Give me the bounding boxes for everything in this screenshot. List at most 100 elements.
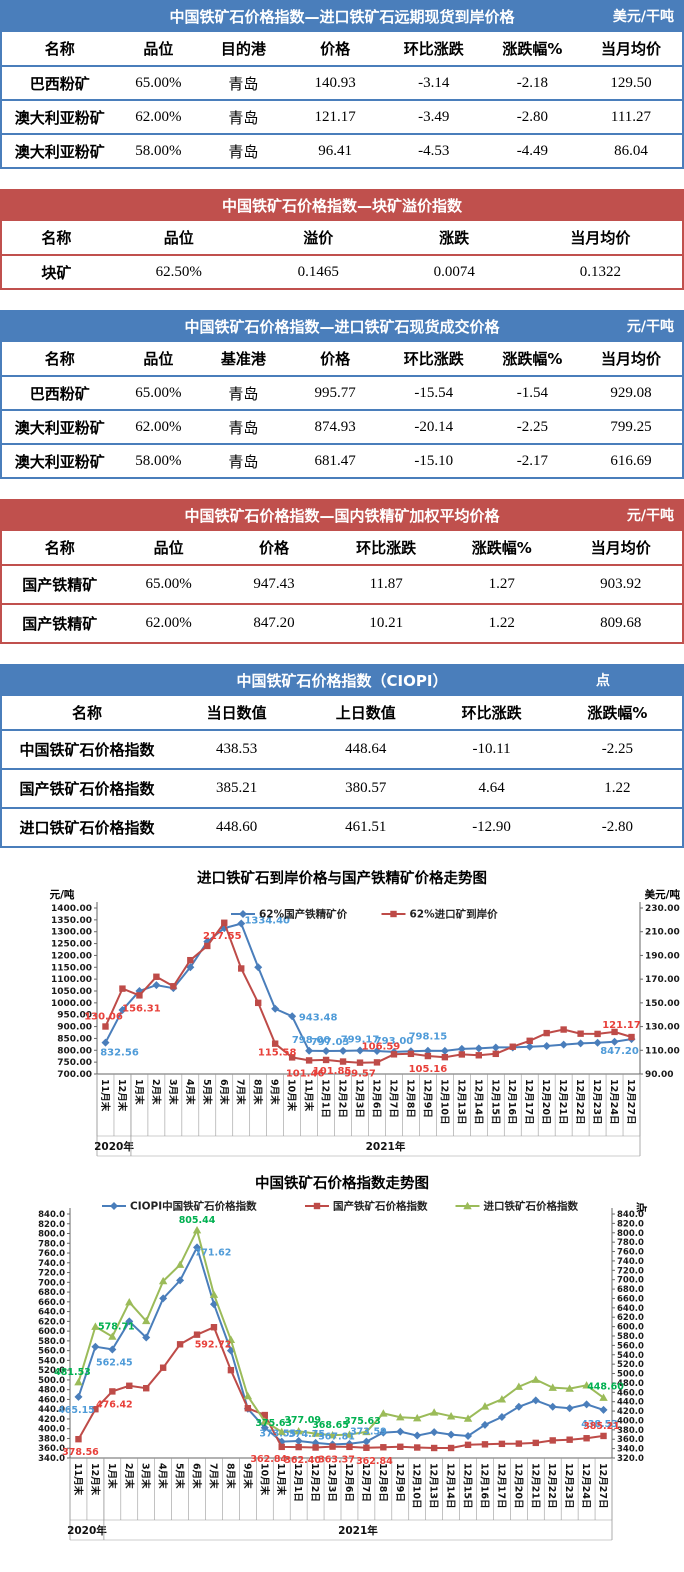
marker xyxy=(305,1057,313,1064)
table-row: 澳大利亚粉矿 58.00% 青岛 96.41 -4.53 -4.49 86.04 xyxy=(2,133,682,167)
value-cell: 121.17 xyxy=(287,99,383,134)
x-label: 12月15日 xyxy=(462,1463,473,1508)
right-tick-label: 360.0 xyxy=(617,1435,644,1445)
value-cell: 58.00% xyxy=(117,443,200,477)
data-label: 362.40 xyxy=(284,1455,321,1466)
left-tick-label: 1100.00 xyxy=(51,975,92,985)
value-cell: 0.0074 xyxy=(389,254,519,288)
value-cell: 847.20 xyxy=(219,603,329,642)
data-label: 375.63 xyxy=(255,1418,292,1429)
x-label: 12月22日 xyxy=(546,1463,557,1508)
table-import-spot: 中国铁矿石价格指数—进口铁矿石现货成交价格 元/干吨 名称 品位 基准港 价格 环比涨跌… xyxy=(0,310,684,479)
left-tick-label: 760.0 xyxy=(38,1249,65,1259)
header-row: 名称 品位 价格 环比涨跌 涨跌幅% 当月均价 xyxy=(2,531,682,565)
marker xyxy=(175,1260,185,1268)
table-title: 中国铁矿石价格指数—块矿溢价指数 xyxy=(221,197,462,215)
marker xyxy=(543,1029,550,1037)
right-tick-label: 340.0 xyxy=(617,1445,644,1455)
column-header: 目的港 xyxy=(220,40,266,58)
marker xyxy=(446,1412,456,1420)
right-tick-label: 90.00 xyxy=(645,1070,673,1080)
marker xyxy=(532,1439,539,1447)
value-cell: -15.54 xyxy=(382,375,485,410)
x-label: 12月10日 xyxy=(438,1079,449,1124)
left-axis-unit: 元/吨 xyxy=(50,888,75,901)
right-tick-label: 480.0 xyxy=(617,1379,644,1389)
table-title-bar: 中国铁矿石价格指数—国内铁精矿加权平均价格 元/干吨 xyxy=(2,501,682,531)
value-cell: 385.21 xyxy=(172,768,302,808)
marker xyxy=(379,1428,388,1437)
value-cell: -4.53 xyxy=(382,133,485,167)
x-label: 12月27日 xyxy=(625,1079,636,1124)
marker xyxy=(260,1423,269,1432)
x-label: 3月末 xyxy=(140,1463,152,1489)
marker xyxy=(322,1056,330,1064)
left-tick-label: 600.0 xyxy=(38,1327,65,1337)
right-tick-label: 440.0 xyxy=(617,1398,644,1408)
table-title: 中国铁矿石价格指数—进口铁矿石现货成交价格 xyxy=(184,318,500,336)
value-cell: -10.11 xyxy=(430,729,553,769)
data-label: 374.75 xyxy=(288,1429,325,1440)
marker xyxy=(362,1437,371,1446)
left-tick-label: 740.0 xyxy=(38,1259,65,1269)
value-cell: -2.25 xyxy=(484,409,580,444)
x-label: 9月末 xyxy=(241,1463,253,1489)
x-label: 6月末 xyxy=(218,1079,230,1105)
x-label: 12月7日 xyxy=(360,1463,371,1502)
column-header: 名称 xyxy=(44,40,75,58)
value-cell: 448.64 xyxy=(301,729,431,769)
legend-label: CIOPI中国铁矿石价格指数 xyxy=(130,1200,257,1213)
x-label: 12月13日 xyxy=(428,1463,439,1508)
x-label: 12月17日 xyxy=(523,1079,534,1124)
value-cell: 448.60 xyxy=(172,807,302,846)
right-tick-label: 840.0 xyxy=(617,1210,644,1220)
x-label: 3月末 xyxy=(167,1079,179,1105)
row-name-cell: 中国铁矿石价格指数 xyxy=(2,729,172,769)
marker xyxy=(599,1405,608,1414)
left-tick-label: 1350.00 xyxy=(51,916,92,926)
x-label: 12月6日 xyxy=(343,1463,354,1502)
marker xyxy=(582,1381,591,1389)
row-name-cell: 国产铁精矿 xyxy=(2,603,118,642)
column-header: 品位 xyxy=(153,539,184,557)
marker xyxy=(328,1430,337,1439)
header-row: 名称 品位 基准港 价格 环比涨跌 涨跌幅% 当月均价 xyxy=(2,342,682,376)
marker xyxy=(447,1430,456,1439)
left-tick-label: 660.0 xyxy=(38,1298,65,1308)
table-title: 中国铁矿石价格指数（CIOPI） xyxy=(236,672,448,690)
right-axis-unit: 美元/吨 xyxy=(645,888,681,901)
marker xyxy=(125,1298,134,1306)
chart-title: 进口铁矿石到岸价格与国产铁精矿价格走势图 xyxy=(197,869,487,887)
marker xyxy=(339,1058,347,1065)
column-header: 品位 xyxy=(163,229,194,247)
data-label: 797.03 xyxy=(311,1037,350,1048)
right-tick-label: 660.0 xyxy=(617,1294,644,1304)
right-tick-label: 230.00 xyxy=(645,904,680,914)
right-tick-label: 130.00 xyxy=(645,1023,680,1033)
column-header: 名称 xyxy=(41,229,72,247)
left-tick-label: 540.0 xyxy=(38,1356,65,1366)
x-label: 12月14日 xyxy=(472,1079,483,1124)
data-label: 115.58 xyxy=(258,1048,297,1059)
value-cell: -12.90 xyxy=(430,807,553,846)
data-label: 375.63 xyxy=(344,1416,381,1427)
value-cell: 65.00% xyxy=(117,65,200,100)
right-tick-label: 460.0 xyxy=(617,1388,644,1398)
marker xyxy=(481,1441,489,1448)
marker xyxy=(305,1046,314,1055)
marker xyxy=(91,1342,100,1351)
data-label: 771.62 xyxy=(195,1247,232,1258)
marker xyxy=(429,1408,439,1416)
marker xyxy=(311,1429,320,1437)
data-label: 368.65 xyxy=(312,1420,349,1431)
marker xyxy=(430,1444,438,1452)
table-unit: 元/干吨 xyxy=(626,319,674,335)
marker xyxy=(396,1412,405,1421)
marker xyxy=(458,1051,466,1058)
column-header: 当月均价 xyxy=(590,539,651,557)
x-label: 12月3日 xyxy=(354,1079,365,1118)
chart-title: 中国铁矿石价格指数走势图 xyxy=(255,1174,429,1192)
marker xyxy=(119,985,126,992)
marker xyxy=(560,1026,567,1033)
table-domestic-concentrate: 中国铁矿石价格指数—国内铁精矿加权平均价格 元/干吨 名称 品位 价格 环比涨跌 涨跌幅… xyxy=(0,499,684,644)
